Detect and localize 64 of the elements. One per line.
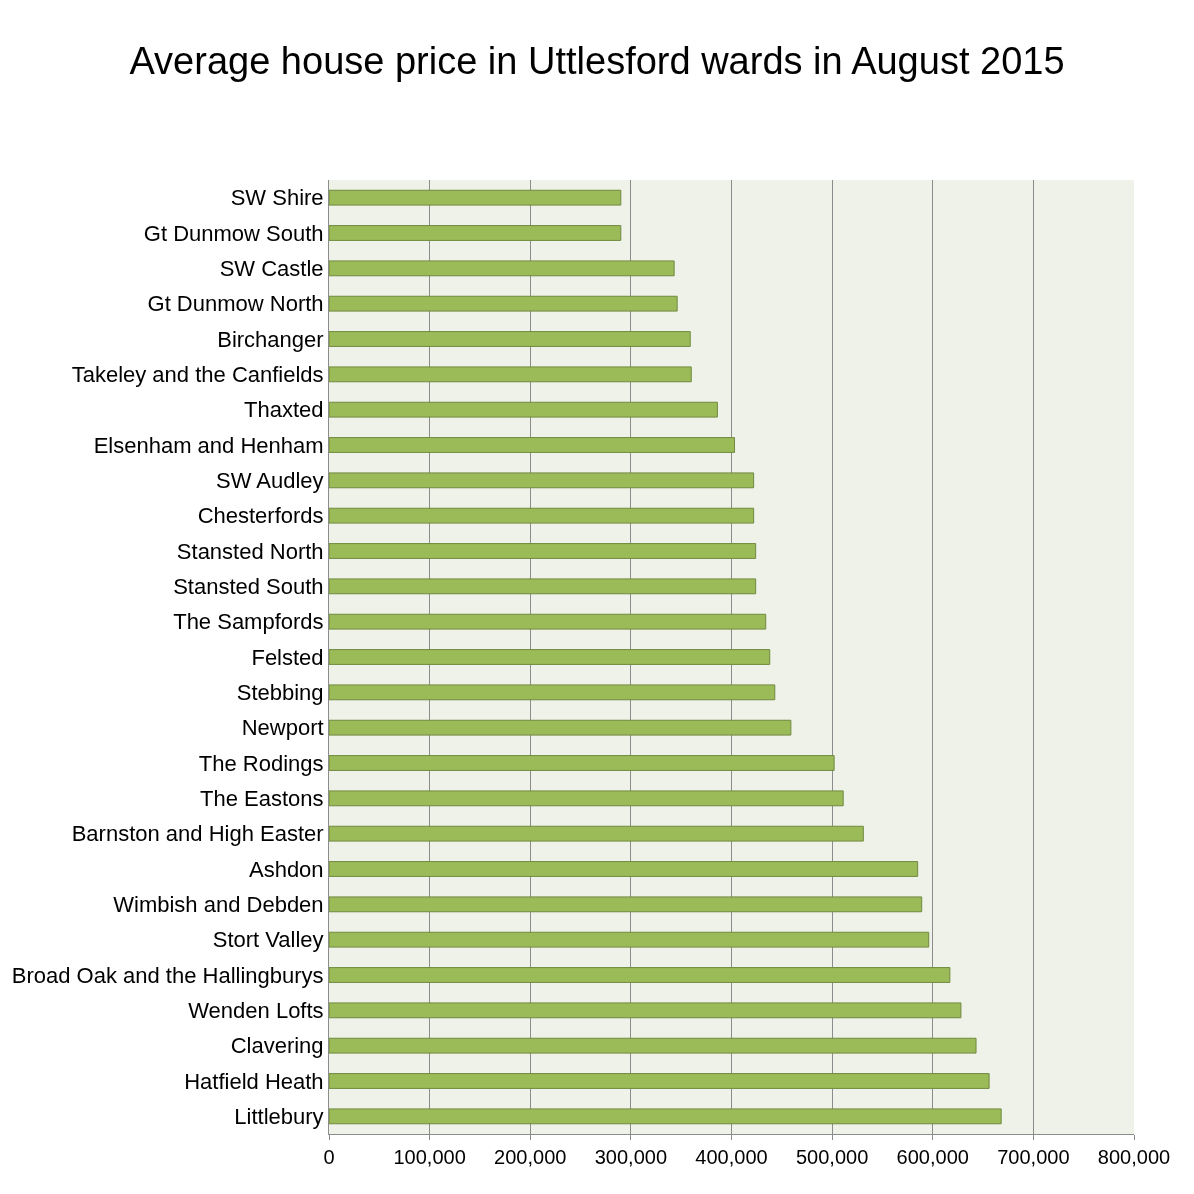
- y-tick-label: The Sampfords: [173, 609, 324, 635]
- bar: [329, 295, 678, 312]
- bar: [329, 1073, 990, 1089]
- bar: [329, 790, 844, 807]
- y-tick-label: SW Audley: [215, 468, 324, 494]
- bar: [329, 931, 930, 948]
- bar: [329, 1002, 962, 1019]
- bar: [329, 260, 675, 277]
- y-tick-label: Wenden Lofts: [188, 998, 324, 1024]
- bar: [329, 472, 755, 489]
- y-tick-label: SW Castle: [219, 256, 324, 282]
- y-tick-label: Gt Dunmow North: [147, 291, 324, 317]
- x-tick-label: 700,000: [997, 1146, 1070, 1168]
- x-tick-label: 100,000: [393, 1146, 466, 1168]
- bar: [329, 1037, 977, 1054]
- y-tick-label: Newport: [241, 715, 324, 741]
- bar: [329, 1108, 1002, 1125]
- y-tick-label: Stansted South: [173, 574, 324, 600]
- y-tick-label: Barnston and High Easter: [71, 821, 324, 847]
- y-tick-label: Thaxted: [244, 397, 324, 423]
- y-tick-label: Stort Valley: [212, 927, 324, 953]
- bar: [329, 896, 923, 913]
- x-tick-label: 800,000: [1097, 1146, 1171, 1168]
- chart-title: Average house price in Uttlesford wards in August 2015: [129, 40, 1065, 83]
- x-tick-label: 400,000: [695, 1146, 768, 1168]
- y-tick-label: Wimbish and Debden: [113, 892, 324, 918]
- y-tick-label: Felsted: [251, 644, 324, 670]
- bar: [329, 225, 622, 241]
- bar: [329, 684, 776, 701]
- y-tick-label: Littlebury: [234, 1104, 324, 1130]
- bar: [329, 861, 919, 877]
- y-tick-label: Ashdon: [248, 856, 324, 882]
- y-tick-label: The Eastons: [200, 786, 324, 812]
- y-tick-label: Stebbing: [236, 680, 324, 706]
- bar: [329, 825, 864, 842]
- bar: [329, 331, 691, 347]
- bar: [329, 401, 718, 418]
- y-tick-label: Birchanger: [217, 326, 324, 352]
- bar: [329, 578, 757, 595]
- x-tick-label: 0: [323, 1146, 335, 1168]
- y-tick-label: Stansted North: [176, 538, 324, 564]
- y-tick-label: Hatfield Heath: [184, 1068, 324, 1094]
- bar: [329, 366, 692, 383]
- y-tick-label: Takeley and the Canfields: [71, 362, 324, 388]
- bar: [329, 507, 755, 524]
- y-tick-label: Broad Oak and the Hallingburys: [11, 962, 324, 988]
- x-tick-label: 300,000: [594, 1146, 668, 1168]
- x-tick-label: 500,000: [795, 1146, 869, 1168]
- y-tick-label: SW Shire: [230, 185, 324, 211]
- y-tick-label: Gt Dunmow South: [143, 220, 324, 246]
- bar: [329, 543, 757, 559]
- y-tick-label: Chesterfords: [197, 503, 324, 529]
- bar: [329, 719, 792, 736]
- x-tick-label: 600,000: [896, 1146, 969, 1168]
- bar: [329, 613, 767, 630]
- y-tick-label: Elsenham and Henham: [93, 432, 324, 458]
- bar: [329, 755, 835, 771]
- y-tick-label: The Rodings: [198, 750, 324, 776]
- bar: [329, 189, 622, 206]
- bar: [329, 437, 736, 453]
- y-tick-label: Clavering: [230, 1033, 324, 1059]
- x-tick-label: 200,000: [494, 1146, 567, 1168]
- bar: [329, 649, 771, 665]
- bar: [329, 967, 951, 983]
